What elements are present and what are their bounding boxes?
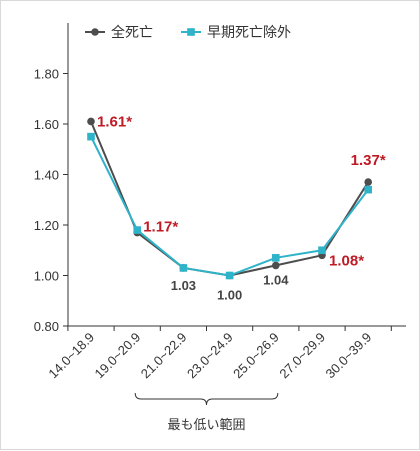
y-axis-ticks: 0.80 1.00 1.20 1.40 1.60 1.80 xyxy=(34,67,68,334)
y-tick-label: 1.40 xyxy=(34,168,59,183)
bracket-line xyxy=(134,392,279,406)
data-point xyxy=(179,264,188,272)
x-tick-label: 19.0~20.9 xyxy=(92,330,144,382)
legend-label: 早期死亡除外 xyxy=(207,24,291,40)
legend: 全死亡 早期死亡除外 xyxy=(85,24,291,40)
data-point xyxy=(133,226,141,234)
data-point xyxy=(87,132,95,141)
x-axis-ticks: 14.0~18.919.0~20.921.0~22.923.0~24.925.0… xyxy=(45,326,392,382)
data-point xyxy=(225,271,234,280)
y-tick-label: 1.00 xyxy=(34,269,59,284)
axes xyxy=(67,23,406,327)
data-point xyxy=(364,178,373,186)
series-excluding-early-deaths xyxy=(87,132,372,280)
series-layer xyxy=(87,117,373,280)
data-label: 1.61* xyxy=(97,113,132,130)
y-tick-label: 1.60 xyxy=(34,117,59,132)
legend-marker xyxy=(187,28,195,36)
x-tick-label: 21.0~22.9 xyxy=(138,330,190,382)
data-point xyxy=(87,117,95,126)
data-point xyxy=(272,261,280,270)
series-line xyxy=(90,136,369,277)
data-point xyxy=(272,254,280,262)
legend-marker xyxy=(91,28,99,36)
legend-label: 全死亡 xyxy=(111,24,153,40)
lowest-range-bracket: 最も低い範囲 xyxy=(134,392,279,432)
x-tick-label: 25.0~26.9 xyxy=(230,330,282,382)
y-tick-label: 1.20 xyxy=(34,218,59,233)
data-point xyxy=(364,185,372,194)
data-label: 1.03 xyxy=(171,278,196,293)
data-label: 1.08* xyxy=(329,252,364,269)
data-label: 1.00 xyxy=(217,288,242,303)
data-label: 1.17* xyxy=(143,219,178,236)
data-label: 1.04 xyxy=(263,272,289,287)
x-tick-label: 23.0~24.9 xyxy=(184,330,236,382)
y-tick-label: 0.80 xyxy=(34,319,59,334)
y-tick-label: 1.80 xyxy=(34,67,59,82)
data-label-layer: 1.61* 1.17* 1.03 1.00 1.04 1.08* 1.37* xyxy=(97,113,386,302)
bracket-label: 最も低い範囲 xyxy=(167,417,245,432)
series-line xyxy=(90,121,370,277)
x-tick-label: 27.0~29.9 xyxy=(276,330,328,382)
legend-item-all-deaths: 全死亡 xyxy=(85,24,153,40)
x-tick-label: 30.0~39.9 xyxy=(323,330,375,382)
data-point xyxy=(318,246,326,255)
data-label: 1.37* xyxy=(351,152,386,169)
x-tick-label: 14.0~18.9 xyxy=(45,330,97,382)
legend-item-excluding-early-deaths: 早期死亡除外 xyxy=(181,24,291,40)
